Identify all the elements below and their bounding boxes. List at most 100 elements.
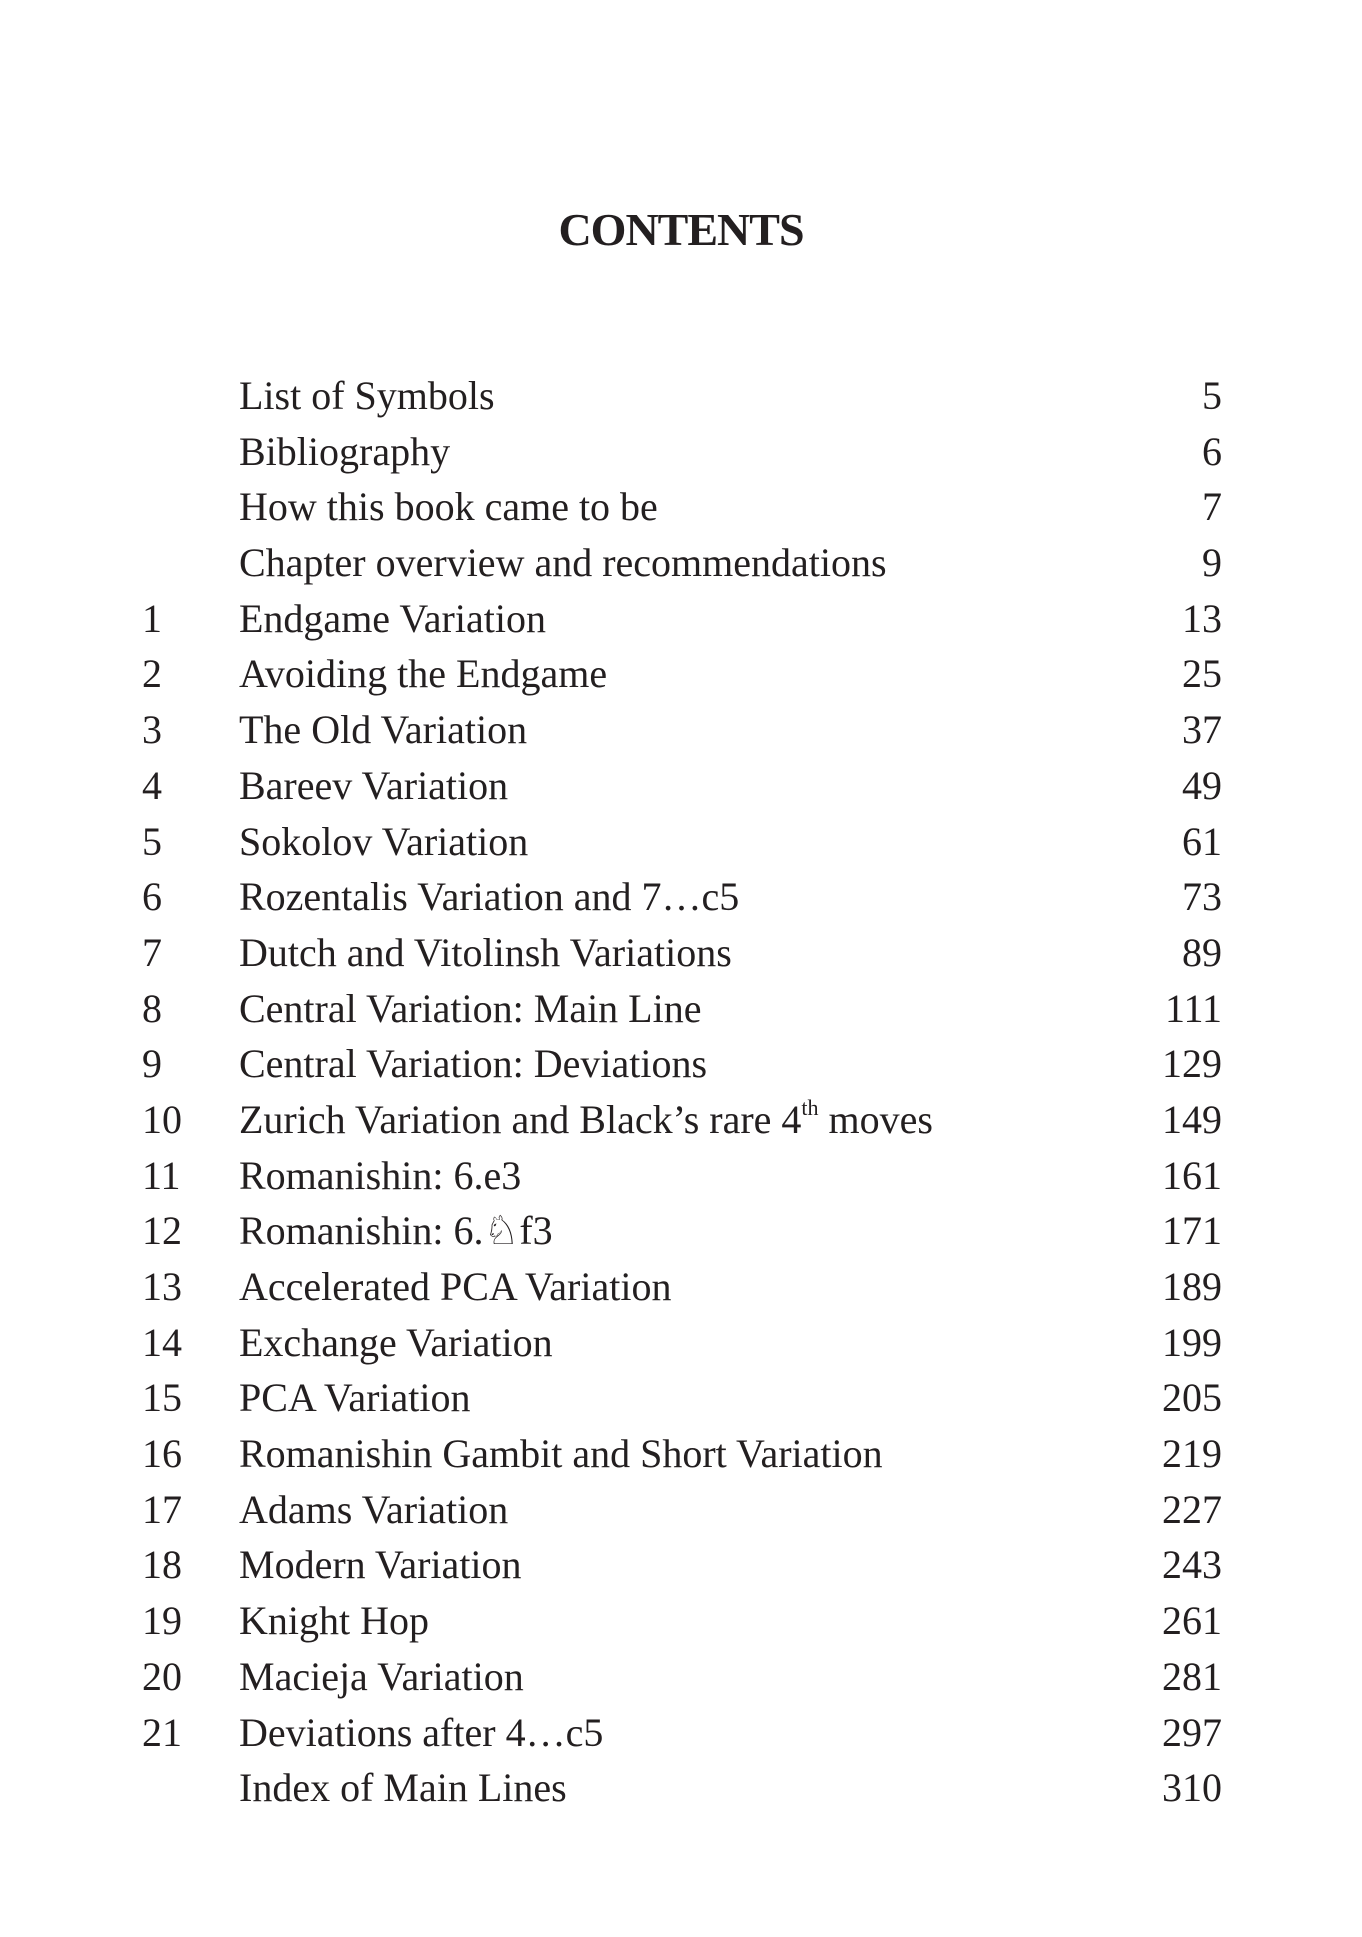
entry-title: Central Variation: Deviations	[239, 1036, 707, 1092]
entry-title: Dutch and Vitolinsh Variations	[239, 925, 732, 981]
entry-title-text: Romanishin: 6.♘f3	[239, 1208, 553, 1254]
entry-title: Rozentalis Variation and 7…c5	[239, 869, 739, 925]
entry-title-text: List of Symbols	[239, 373, 495, 418]
entry-title-text: Modern Variation	[239, 1542, 522, 1588]
entry-title: List of Symbols	[239, 368, 495, 424]
entry-title-text: Rozentalis Variation and 7…c5	[239, 874, 740, 920]
entry-title-text: Exchange Variation	[239, 1319, 553, 1365]
entry-title: Bibliography	[239, 424, 450, 480]
page-number: 189	[1162, 1264, 1222, 1309]
superscript: th	[801, 1094, 819, 1120]
chapter-number: 21	[142, 1709, 182, 1755]
entry-title-text: Romanishin: 6.e3	[239, 1152, 522, 1198]
page-number: 37	[1182, 707, 1222, 753]
entry-title: The Old Variation	[239, 702, 527, 758]
entry-title: Bareev Variation	[239, 758, 508, 814]
page-number: 205	[1162, 1375, 1222, 1421]
page-number: 149	[1162, 1096, 1222, 1142]
toc-entry: 8 Central Variation: Main Line 111	[142, 981, 1222, 1037]
entry-title: Index of Main Lines	[239, 1760, 567, 1816]
entry-title-text: Endgame Variation	[239, 595, 546, 641]
page-number: 9	[1202, 540, 1222, 586]
entry-title: PCA Variation	[239, 1370, 471, 1426]
toc-entry: Chapter overview and recommendations 9	[142, 535, 1222, 591]
entry-title-text: Central Variation: Main Line	[239, 985, 702, 1031]
page-number: 6	[1202, 428, 1222, 474]
chapter-number: 10	[142, 1096, 182, 1142]
toc-entry: 16 Romanishin Gambit and Short Variation 2…	[142, 1426, 1222, 1482]
toc-entry: 4 Bareev Variation 49	[142, 758, 1222, 814]
page-number: 219	[1162, 1431, 1222, 1477]
toc-entry: 9 Central Variation: Deviations 129	[142, 1036, 1222, 1092]
chapter-number: 14	[142, 1319, 182, 1365]
chapter-number: 13	[142, 1264, 182, 1309]
toc-entry: 13 Accelerated PCA Variation 189	[142, 1259, 1222, 1315]
entry-title-text: Bibliography	[239, 428, 451, 474]
page-number: 5	[1202, 373, 1222, 418]
entry-title-text: How this book came to be	[239, 484, 658, 530]
toc-entry: 14 Exchange Variation 199	[142, 1315, 1222, 1371]
page-title: CONTENTS	[558, 204, 804, 255]
toc-entry: 20 Macieja Variation 281	[142, 1649, 1222, 1705]
page-number: 25	[1182, 651, 1222, 697]
entry-title: Romanishin: 6.♘f3	[239, 1203, 553, 1259]
entry-title-text: The Old Variation	[239, 707, 528, 753]
page-number: 129	[1162, 1041, 1222, 1087]
chapter-number: 19	[142, 1598, 182, 1644]
page-number: 89	[1182, 929, 1222, 975]
chapter-number: 15	[142, 1375, 182, 1421]
entry-title-text: Romanishin Gambit and Short Variation	[239, 1431, 883, 1477]
chapter-number: 4	[142, 762, 162, 808]
entry-title: Romanishin Gambit and Short Variation	[239, 1426, 883, 1482]
entry-title: Chapter overview and recommendations	[239, 535, 887, 591]
toc-entry: List of Symbols 5	[142, 368, 1222, 424]
toc-entry: 21 Deviations after 4…c5 297	[142, 1705, 1222, 1761]
page-number: 310	[1162, 1765, 1222, 1811]
entry-title: Adams Variation	[239, 1482, 508, 1538]
toc-entry: Bibliography 6	[142, 424, 1222, 480]
toc-entry: 5 Sokolov Variation 61	[142, 814, 1222, 870]
toc-entry: 12 Romanishin: 6.♘f3 171	[142, 1203, 1222, 1259]
page-number: 243	[1162, 1542, 1222, 1588]
entry-title: Central Variation: Main Line	[239, 981, 701, 1037]
toc-entry: How this book came to be 7	[142, 479, 1222, 535]
entry-title: Avoiding the Endgame	[239, 646, 607, 702]
chapter-number: 3	[142, 707, 162, 753]
page-number: 7	[1202, 484, 1222, 530]
chapter-number: 11	[142, 1152, 181, 1198]
page-number: 171	[1162, 1208, 1222, 1254]
toc-entry: 7 Dutch and Vitolinsh Variations 89	[142, 925, 1222, 981]
chapter-number: 9	[142, 1041, 162, 1087]
toc-entry: 1 Endgame Variation 13	[142, 591, 1222, 647]
page-number: 111	[1164, 985, 1222, 1031]
toc-entry: 17 Adams Variation 227	[142, 1482, 1222, 1538]
entry-title: Romanishin: 6.e3	[239, 1148, 521, 1204]
chapter-number: 16	[142, 1431, 182, 1477]
page-number: 297	[1162, 1709, 1222, 1755]
entry-title: Modern Variation	[239, 1537, 522, 1593]
entry-title: Zurich Variation and Black’s rare 4th mo…	[239, 1092, 933, 1148]
entry-title-text: PCA Variation	[239, 1375, 471, 1421]
entry-title-text: Macieja Variation	[239, 1653, 524, 1699]
chapter-number: 12	[142, 1208, 182, 1254]
entry-title-text: Deviations after 4…c5	[239, 1709, 604, 1755]
page-number: 161	[1162, 1152, 1222, 1198]
table-of-contents: List of Symbols 5 Bibliography 6 How this bo…	[142, 368, 1222, 1816]
toc-entry: 10 Zurich Variation and Black’s rare 4th …	[142, 1092, 1222, 1148]
page-number: 261	[1162, 1598, 1222, 1644]
entry-title-text: Central Variation: Deviations	[239, 1041, 708, 1087]
entry-title-text: Index of Main Lines	[239, 1765, 567, 1811]
entry-title-text: Avoiding the Endgame	[239, 651, 608, 697]
entry-title: Sokolov Variation	[239, 814, 528, 870]
page-number: 281	[1162, 1653, 1222, 1699]
page-number: 227	[1162, 1486, 1222, 1532]
toc-entry: 3 The Old Variation 37	[142, 702, 1222, 758]
page-number: 73	[1182, 874, 1222, 920]
entry-title: Knight Hop	[239, 1593, 429, 1649]
entry-title-text: Knight Hop	[239, 1598, 429, 1644]
toc-entry: 19 Knight Hop 261	[142, 1593, 1222, 1649]
chapter-number: 1	[142, 595, 162, 641]
entry-title: Accelerated PCA Variation	[239, 1259, 671, 1315]
chapter-number: 20	[142, 1653, 182, 1699]
page-number: 61	[1182, 818, 1222, 864]
